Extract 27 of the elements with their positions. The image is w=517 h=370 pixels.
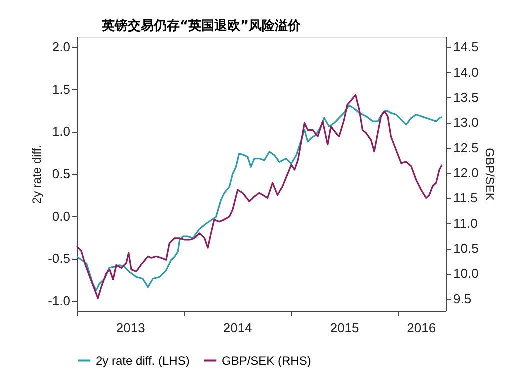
y2-tick-label: 11.0: [454, 216, 478, 231]
y-axis-title: 2y rate diff.: [30, 144, 44, 204]
y2-tick-label: 14.5: [454, 40, 479, 55]
y2-tick-label: 11.5: [454, 190, 478, 206]
y2-tick-label: 10.0: [454, 266, 479, 282]
y2-tick-label: 9.5: [454, 291, 472, 306]
y-tick-label: -1.0: [48, 293, 70, 308]
y2-tick-label: 12.5: [454, 140, 479, 156]
y2-tick-label: 13.0: [454, 115, 479, 130]
y2-tick-label: 13.5: [454, 90, 479, 105]
y-tick-label: 2.0: [52, 40, 70, 55]
y-tick-label: 0.5: [52, 166, 70, 182]
legend-label: GBP/SEK (RHS): [222, 354, 312, 368]
x-tick-label: 2014: [223, 320, 252, 336]
y-tick-label: 1.5: [52, 82, 70, 97]
y-tick-label: 1.0: [52, 124, 70, 140]
y-tick-label: 0.0: [52, 208, 70, 224]
x-tick-label: 2016: [407, 320, 436, 336]
x-tick-label: 2013: [116, 320, 146, 336]
y2-tick-label: 12.0: [454, 165, 479, 180]
y-tick-label: -0.5: [48, 251, 70, 266]
x-tick-label: 2015: [330, 320, 360, 336]
y2-tick-label: 14.0: [454, 64, 479, 80]
y2-tick-label: 10.5: [454, 241, 479, 256]
chart-title: 英镑交易仍存“英国退欧”风险溢价: [100, 18, 302, 34]
legend-label: 2y rate diff. (LHS): [96, 354, 190, 368]
y2-axis-title: GBP/SEK: [482, 148, 497, 201]
